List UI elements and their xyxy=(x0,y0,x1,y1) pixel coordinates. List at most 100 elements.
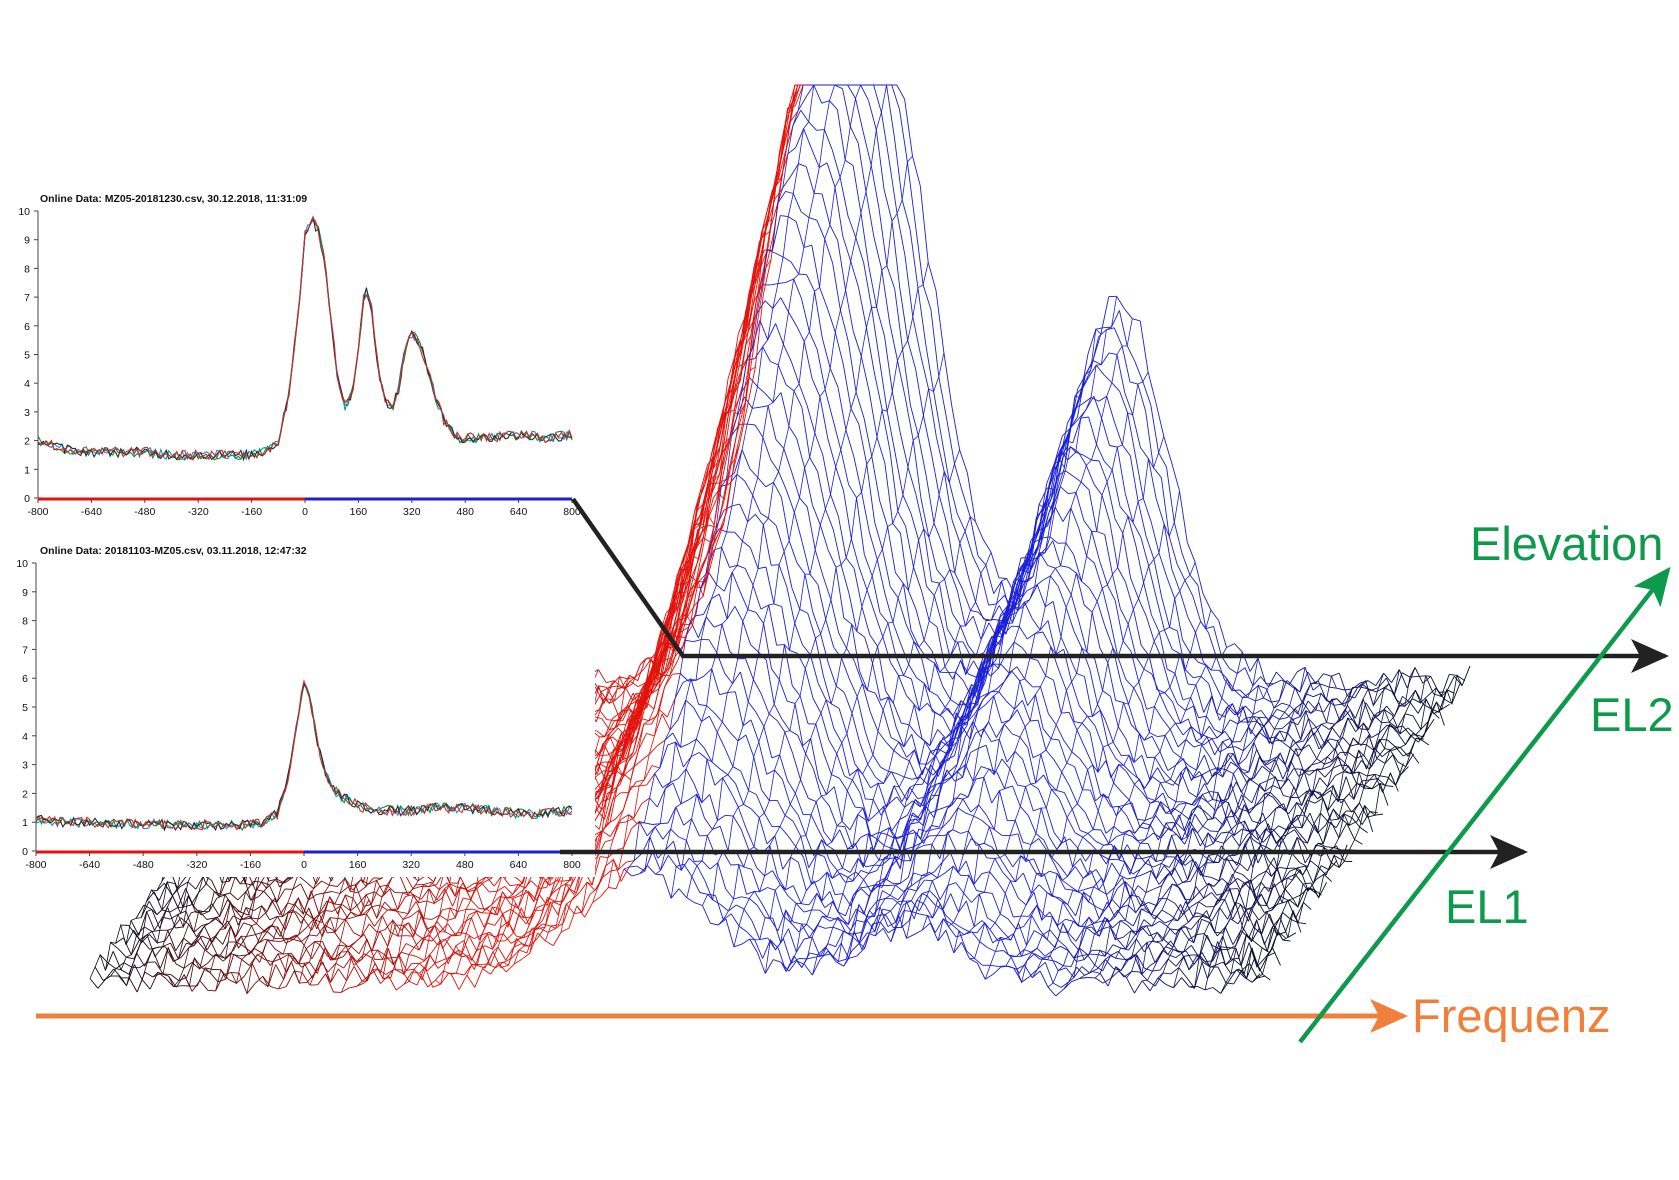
mesh-segment xyxy=(973,873,983,885)
mesh-segment xyxy=(623,828,632,848)
mesh-segment xyxy=(773,703,783,720)
mesh-segment xyxy=(240,935,250,955)
mesh-segment xyxy=(777,875,786,891)
mesh-segment xyxy=(1013,915,1022,918)
mesh-segment xyxy=(421,915,430,933)
mesh-segment xyxy=(859,742,869,765)
mesh-segment xyxy=(494,913,504,926)
mesh-segment xyxy=(209,939,219,957)
mesh-segment xyxy=(214,935,224,945)
mesh-segment xyxy=(768,604,778,646)
mesh-segment xyxy=(1201,952,1211,967)
mesh-segment xyxy=(1159,782,1169,798)
mesh-segment xyxy=(440,973,449,985)
mesh-segment xyxy=(358,894,367,905)
mesh-segment xyxy=(436,921,446,933)
mesh-segment xyxy=(809,574,819,585)
mesh-segment xyxy=(105,968,114,980)
mesh-segment xyxy=(1177,885,1186,901)
mesh-segment xyxy=(1253,765,1263,779)
mesh-segment xyxy=(1063,965,1072,968)
mesh-segment xyxy=(460,914,470,936)
mesh-segment xyxy=(1295,771,1305,791)
mesh-segment xyxy=(809,952,818,956)
mesh-segment xyxy=(1141,980,1151,992)
mesh-segment xyxy=(785,278,794,283)
mesh-segment xyxy=(789,649,798,654)
mesh-segment xyxy=(921,871,930,876)
mesh-segment xyxy=(905,900,915,920)
mesh-segment xyxy=(1209,767,1218,771)
mesh-segment xyxy=(215,974,224,992)
mesh-segment xyxy=(911,734,921,765)
waterfall-mesh xyxy=(89,84,1471,997)
mesh-segment xyxy=(794,703,804,746)
mesh-segment xyxy=(808,217,818,221)
mesh-segment xyxy=(1283,803,1292,825)
mesh-segment xyxy=(648,745,658,755)
mesh-segment xyxy=(397,943,407,958)
mesh-segment xyxy=(1258,870,1267,876)
mesh-segment xyxy=(486,876,495,887)
mesh-segment xyxy=(1176,822,1185,832)
mesh-segment xyxy=(1251,783,1261,803)
mesh-segment xyxy=(1155,865,1165,880)
mesh-segment xyxy=(834,893,843,896)
mesh-segment xyxy=(373,891,383,898)
mesh-segment xyxy=(1238,767,1247,783)
mesh-segment xyxy=(1082,836,1091,845)
mesh-segment xyxy=(910,880,920,887)
mesh-segment xyxy=(976,962,986,980)
mesh-segment xyxy=(729,732,739,742)
mesh-segment xyxy=(1156,894,1165,906)
mesh-segment xyxy=(731,572,741,592)
mesh-segment xyxy=(1112,574,1121,610)
mesh-segment xyxy=(1081,966,1090,974)
mesh-segment xyxy=(964,764,974,782)
mesh-segment xyxy=(1196,740,1205,746)
mesh-segment xyxy=(720,904,729,912)
mesh-segment xyxy=(730,913,740,927)
mesh-segment xyxy=(313,919,322,923)
mesh-segment xyxy=(1267,952,1276,957)
mesh-segment xyxy=(1371,775,1381,790)
mesh-segment xyxy=(251,963,261,981)
mesh-segment xyxy=(731,503,740,507)
mesh-segment xyxy=(1327,799,1337,811)
mesh-segment xyxy=(376,929,386,933)
mesh-segment xyxy=(984,974,994,980)
mesh-segment xyxy=(866,920,876,932)
mesh-segment xyxy=(993,663,1002,665)
mesh-segment xyxy=(918,895,928,912)
mesh-segment xyxy=(612,792,621,801)
mesh-segment xyxy=(609,784,619,823)
mesh-segment xyxy=(1017,784,1026,788)
mesh-segment xyxy=(1096,601,1106,627)
mesh-segment xyxy=(880,766,889,772)
mesh-segment xyxy=(1115,957,1124,960)
mesh-segment xyxy=(154,946,164,957)
mesh-segment xyxy=(1225,817,1235,836)
mesh-segment xyxy=(1172,771,1182,786)
mesh-segment xyxy=(656,739,666,747)
mesh-segment xyxy=(823,831,833,843)
mesh-segment xyxy=(848,593,858,632)
mesh-segment xyxy=(284,909,294,931)
mesh-segment xyxy=(517,889,527,909)
mesh-segment xyxy=(696,794,705,819)
mesh-segment xyxy=(736,396,745,419)
mesh-segment xyxy=(882,709,892,738)
mesh-segment xyxy=(952,793,961,805)
mesh-segment xyxy=(887,927,897,934)
mesh-segment xyxy=(786,586,796,624)
mesh-segment xyxy=(1196,933,1205,936)
mesh-segment xyxy=(844,775,853,781)
mesh-segment xyxy=(1085,886,1094,890)
mesh-segment xyxy=(1124,861,1134,875)
mesh-segment xyxy=(1203,892,1212,899)
mesh-segment xyxy=(895,904,905,923)
mesh-segment xyxy=(669,660,678,676)
mesh-segment xyxy=(1047,565,1056,569)
mesh-segment xyxy=(491,896,501,906)
mesh-segment xyxy=(363,904,372,907)
